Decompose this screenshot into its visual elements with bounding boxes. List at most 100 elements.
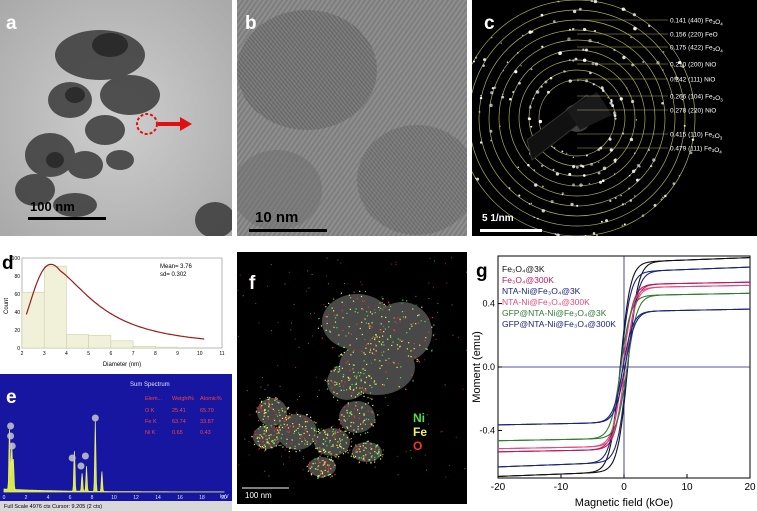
element-dot — [277, 321, 279, 323]
diffraction-spot — [490, 91, 494, 95]
element-dot — [380, 307, 382, 309]
element-dot — [334, 432, 336, 434]
diffraction-spot — [584, 235, 587, 236]
element-dot — [362, 368, 364, 370]
element-dot — [399, 377, 402, 379]
element-dot — [338, 368, 340, 370]
element-dot — [369, 452, 371, 454]
element-dot — [369, 339, 371, 341]
element-dot — [374, 451, 376, 453]
element-dot — [259, 446, 261, 448]
element-dot — [270, 264, 272, 266]
diffraction-spot — [569, 59, 571, 61]
element-dot — [415, 304, 417, 306]
element-dot — [319, 473, 322, 475]
element-dot — [351, 441, 353, 443]
element-dot — [352, 421, 354, 423]
element-dot — [365, 376, 368, 378]
element-dot — [268, 443, 270, 445]
element-dot — [363, 300, 365, 302]
element-dot — [419, 344, 421, 346]
element-dot — [275, 424, 277, 426]
diffraction-spot — [561, 150, 564, 153]
element-dot — [345, 450, 347, 452]
element-dot — [359, 434, 362, 436]
element-dot — [342, 317, 344, 319]
element-dot — [329, 476, 332, 478]
element-dot — [362, 458, 364, 460]
element-dot — [261, 377, 263, 379]
element-dot — [349, 386, 351, 388]
peak-marker-icon — [8, 442, 16, 450]
element-dot — [325, 466, 327, 468]
element-dot — [271, 426, 273, 428]
element-dot — [349, 308, 351, 310]
element-dot — [325, 275, 327, 277]
element-dot — [348, 432, 350, 434]
element-dot — [361, 300, 364, 302]
element-dot — [334, 464, 336, 466]
element-dot — [382, 454, 384, 456]
diffraction-spot — [478, 110, 481, 113]
element-dot — [267, 384, 269, 386]
element-dot — [388, 301, 390, 303]
diffraction-spot — [541, 209, 546, 213]
element-dot — [357, 372, 359, 374]
element-dot — [305, 428, 307, 430]
diffraction-spot — [530, 68, 533, 71]
element-dot — [344, 430, 346, 432]
element-dot — [350, 297, 352, 299]
element-dot — [340, 446, 342, 448]
element-dot — [340, 430, 342, 432]
element-dot — [334, 433, 336, 435]
element-dot — [364, 369, 366, 371]
element-dot — [343, 419, 345, 421]
element-dot — [390, 336, 392, 338]
diffraction-spot — [575, 166, 579, 169]
element-dot — [357, 312, 359, 314]
element-dot — [364, 432, 366, 434]
element-dot — [374, 309, 376, 311]
element-dot — [289, 430, 291, 432]
element-dot — [366, 311, 368, 313]
element-dot — [340, 389, 342, 391]
tem-image-a — [0, 0, 232, 236]
element-dot — [329, 441, 331, 443]
element-dot — [374, 459, 376, 461]
element-dot — [264, 412, 266, 414]
eds-title: Sum Spectrum — [130, 382, 170, 388]
diffraction-spot — [634, 168, 637, 171]
element-dot — [330, 426, 333, 428]
element-dot — [440, 431, 442, 433]
hist-xtick: 3 — [43, 351, 46, 357]
diffraction-spot — [588, 38, 592, 43]
element-dot — [350, 411, 352, 413]
diffraction-spot — [555, 172, 560, 176]
element-dot — [327, 434, 329, 436]
element-dot — [369, 384, 371, 387]
eds-table-cell: Fe K — [145, 419, 157, 425]
hist-xtick: 7 — [132, 351, 135, 357]
hysteresis-curve — [498, 257, 750, 477]
element-dot — [257, 436, 259, 438]
element-dot — [374, 383, 376, 385]
element-dot — [353, 415, 356, 417]
element-dot — [354, 311, 356, 313]
element-dot — [302, 469, 304, 471]
diffraction-spot — [592, 83, 595, 86]
element-dot — [242, 295, 244, 297]
element-dot — [379, 336, 381, 338]
element-dot — [308, 287, 310, 289]
element-dot — [357, 425, 359, 428]
element-dot — [300, 434, 302, 436]
element-dot — [408, 342, 410, 344]
element-dot — [400, 366, 402, 368]
element-dot — [348, 415, 350, 417]
element-dot — [331, 434, 333, 436]
element-dot — [328, 430, 330, 432]
element-dot — [401, 303, 403, 305]
element-dot — [322, 471, 324, 473]
diffraction-spot — [619, 97, 623, 101]
element-dot — [338, 365, 341, 368]
element-dot — [380, 323, 382, 325]
